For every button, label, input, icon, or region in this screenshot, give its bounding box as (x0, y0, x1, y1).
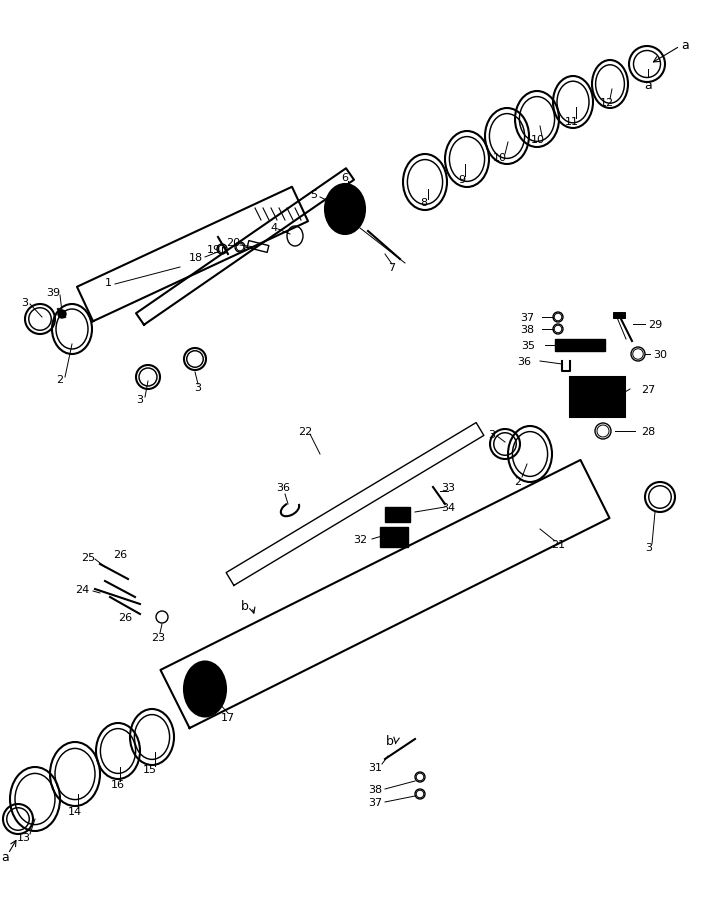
Circle shape (186, 687, 190, 691)
Text: b: b (386, 734, 394, 748)
Circle shape (191, 702, 195, 707)
Text: 3: 3 (646, 542, 653, 552)
Text: 24: 24 (75, 584, 89, 594)
Text: 27: 27 (641, 384, 655, 394)
Text: 3: 3 (137, 394, 144, 404)
Text: 3: 3 (194, 383, 201, 393)
Bar (380, 527, 408, 548)
Circle shape (203, 710, 207, 713)
Text: 19: 19 (207, 245, 221, 255)
Text: 26: 26 (113, 549, 127, 559)
Circle shape (327, 208, 331, 211)
Ellipse shape (184, 661, 226, 717)
Circle shape (215, 702, 219, 707)
Text: 38: 38 (520, 324, 534, 334)
Text: 5: 5 (310, 189, 318, 200)
Text: 36: 36 (517, 356, 531, 366)
Circle shape (354, 194, 358, 198)
Text: 29: 29 (648, 320, 662, 330)
Ellipse shape (191, 670, 219, 708)
Text: 15: 15 (143, 764, 157, 774)
Text: 10: 10 (531, 135, 545, 145)
Text: 37: 37 (520, 312, 534, 322)
Bar (555, 340, 605, 352)
Text: 10: 10 (493, 153, 507, 163)
Circle shape (343, 228, 347, 231)
Text: 2: 2 (515, 476, 522, 486)
Text: 16: 16 (111, 779, 125, 789)
Bar (385, 507, 410, 522)
Text: 33: 33 (441, 483, 455, 493)
Circle shape (343, 188, 347, 192)
Text: 37: 37 (368, 797, 382, 807)
Text: 7: 7 (389, 262, 396, 272)
Text: 20: 20 (226, 238, 240, 248)
Text: 13: 13 (17, 832, 31, 842)
Circle shape (332, 194, 336, 198)
Text: 36: 36 (276, 483, 290, 493)
Text: 2: 2 (56, 374, 63, 384)
Text: 3: 3 (489, 429, 496, 439)
Text: 4: 4 (270, 223, 277, 232)
Text: 8: 8 (420, 198, 427, 208)
Text: 34: 34 (441, 503, 455, 512)
Text: 39: 39 (46, 288, 60, 298)
Circle shape (191, 671, 195, 676)
Circle shape (220, 687, 224, 691)
Text: 9: 9 (458, 175, 465, 185)
Text: 23: 23 (151, 632, 165, 642)
Ellipse shape (331, 192, 359, 227)
Text: 14: 14 (68, 806, 82, 816)
Text: b: b (241, 599, 249, 613)
Text: 25: 25 (81, 552, 95, 562)
Bar (570, 377, 625, 417)
Bar (613, 312, 625, 319)
Circle shape (58, 311, 66, 319)
Text: 11: 11 (565, 117, 579, 127)
Circle shape (332, 222, 336, 226)
Text: 32: 32 (353, 535, 367, 545)
Circle shape (359, 208, 363, 211)
Text: 17: 17 (221, 712, 235, 722)
Text: 26: 26 (118, 612, 132, 622)
Text: 35: 35 (521, 341, 535, 351)
Text: 22: 22 (298, 426, 312, 436)
Text: 30: 30 (653, 350, 667, 360)
Text: 21: 21 (551, 539, 565, 549)
Circle shape (354, 222, 358, 226)
Text: 3: 3 (22, 298, 28, 308)
Circle shape (215, 671, 219, 676)
Text: a: a (681, 38, 689, 51)
Text: a: a (1, 851, 9, 864)
Text: 12: 12 (600, 97, 614, 107)
Text: 1: 1 (104, 278, 111, 288)
Text: 18: 18 (189, 252, 203, 262)
Circle shape (203, 665, 207, 670)
Ellipse shape (325, 185, 365, 235)
Text: 6: 6 (341, 173, 348, 183)
Text: a: a (644, 78, 652, 91)
Text: 28: 28 (641, 426, 655, 436)
Text: 38: 38 (368, 784, 382, 794)
Text: 31: 31 (368, 763, 382, 773)
